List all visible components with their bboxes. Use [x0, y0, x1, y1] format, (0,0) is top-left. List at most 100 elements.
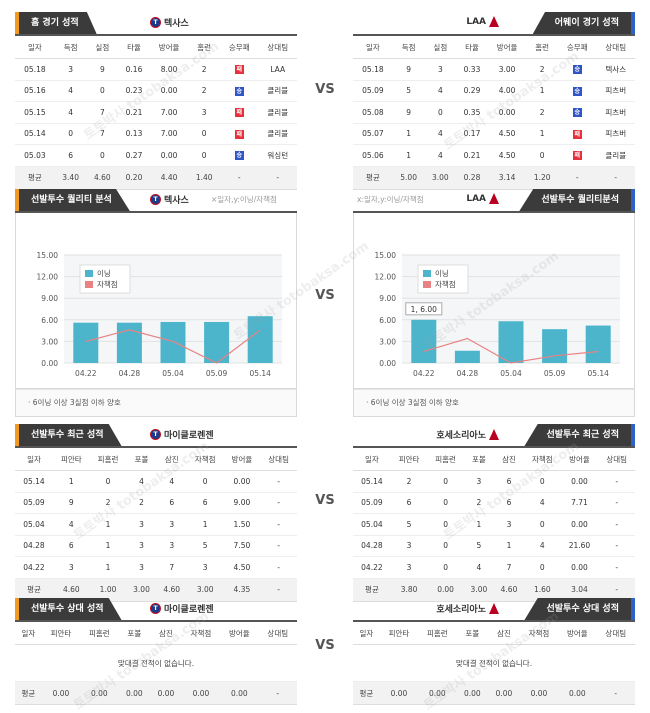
table-cell: 텍사스 — [596, 58, 635, 81]
table-cell: 8.00 — [149, 58, 189, 81]
table-cell: 3 — [126, 556, 157, 579]
table-cell: 4 — [156, 470, 187, 493]
legend-label: 이닝 — [97, 268, 111, 278]
table-cell: 1 — [463, 513, 494, 536]
away-pitcher-recent-panel: 호세소리아노 선발투수 최근 성적 일자 피안타 피홈런 포볼 삼진 자책점 방어율 상대팀 … — [353, 424, 635, 602]
table-cell: 0.17 — [456, 123, 488, 145]
table-cell: 3 — [188, 101, 221, 124]
legend-swatch — [85, 270, 93, 277]
average-row: 평균 0.00 0.00 0.00 0.00 0.00 0.00- — [353, 681, 635, 705]
table-cell: 7.00 — [149, 101, 189, 124]
column-header: 방어율 — [487, 36, 527, 59]
table-cell: 9 — [86, 58, 119, 81]
table-cell: 05.09 — [353, 492, 391, 514]
table-cell: 9 — [52, 492, 90, 514]
home-pitcher-name: T 마이클로렌젠 — [150, 428, 214, 441]
column-header: 방어율 — [223, 448, 261, 471]
away-pitcher-vs-title: 선발투수 상대 성적 — [524, 598, 635, 620]
table-cell: 1 — [89, 535, 127, 557]
average-cell: - — [260, 578, 297, 602]
table-cell: 6 — [493, 470, 525, 493]
table-cell: 0.00 — [487, 101, 527, 124]
table-cell: 05.18 — [353, 58, 393, 81]
y-tick-label: 9.00 — [379, 294, 396, 303]
average-cell: 0.00 — [118, 681, 151, 705]
column-header: 일자 — [353, 622, 380, 645]
home-pitcher-recent-table: 일자 피안타 피홈런 포볼 삼진 자책점 방어율 상대팀 05.14 1 0 4 4 0 0.00-05.… — [15, 448, 297, 602]
column-header: 득점 — [392, 36, 425, 59]
innings-bar — [160, 321, 186, 363]
table-cell: 5 — [392, 80, 425, 102]
table-cell: 05.15 — [15, 101, 55, 124]
table-row: 05.09 5 4 0.29 4.00 1 승 피츠버 — [353, 80, 635, 102]
tooltip-text: 1, 6.00 — [411, 305, 437, 314]
loss-badge: 패 — [234, 108, 244, 118]
tooltip-box — [405, 302, 443, 316]
table-row: 04.28 3 0 5 1 4 21.60- — [353, 535, 635, 557]
table-cell: 0.00 — [560, 556, 599, 579]
column-header: 삼진 — [488, 622, 520, 645]
chart-axis-hint: x:일자,y:이닝/자책점 — [357, 195, 424, 204]
average-cell: - — [596, 166, 635, 190]
table-cell: 0.21 — [456, 144, 488, 167]
table-cell: 2 — [188, 80, 221, 102]
innings-bar — [585, 325, 611, 363]
table-row: 05.14 1 0 4 4 0 0.00- — [15, 470, 297, 493]
home-pitcher-vs-header: 선발투수 상대 성적 T 마이클로렌젠 — [15, 598, 297, 622]
table-cell: - — [598, 513, 635, 536]
away-quality-team: LAA — [466, 193, 499, 204]
y-tick-label: 12.00 — [37, 273, 59, 282]
column-header: 홈런 — [526, 36, 559, 59]
table-cell: 7 — [156, 556, 187, 579]
table-cell: 5 — [186, 535, 224, 557]
table-cell: 3 — [424, 58, 457, 81]
table-row: 05.14 2 0 3 6 0 0.00- — [353, 470, 635, 493]
table-cell: 0 — [54, 123, 87, 145]
table-cell: 0 — [526, 144, 559, 167]
y-tick-label: 3.00 — [41, 337, 58, 346]
table-cell: 4 — [52, 513, 90, 536]
win-badge: 승 — [572, 108, 582, 118]
table-cell: 0.16 — [118, 58, 150, 81]
average-cell: 3.00 — [126, 578, 157, 602]
innings-bar — [454, 350, 480, 363]
legend-label: 자책점 — [97, 279, 118, 289]
chart-note: · 6이닝 이상 3실점 이하 양호 — [15, 389, 297, 417]
table-cell: 05.04 — [353, 513, 391, 536]
column-header: 타율 — [456, 36, 488, 59]
table-cell: 1 — [89, 556, 127, 579]
legend-box — [417, 264, 469, 294]
home-recent-header: 홈 경기 성적 T 텍사스 — [15, 12, 297, 36]
win-badge: 승 — [234, 151, 244, 161]
table-row: 05.06 1 4 0.21 4.50 0 패 클리블 — [353, 144, 635, 167]
table-cell: 4 — [54, 101, 87, 124]
loss-badge: 패 — [234, 65, 244, 75]
table-cell: 0.00 — [149, 144, 189, 167]
table-cell: 3 — [493, 513, 525, 536]
legend-swatch — [85, 281, 93, 288]
loss-badge: 패 — [234, 129, 244, 139]
x-tick-label: 04.22 — [413, 369, 435, 378]
home-pitcher-vs-panel: 선발투수 상대 성적 T 마이클로렌젠 일자 피안타 피홈런 포볼 삼진 자책점 방어율 상대… — [15, 598, 297, 705]
average-cell: - — [258, 681, 297, 705]
table-cell: 0 — [186, 470, 224, 493]
column-header: 득점 — [54, 36, 87, 59]
table-cell: - — [260, 513, 297, 536]
average-row: 평균 3.40 4.60 0.20 4.40 1.40- - — [15, 166, 297, 190]
table-cell: 05.09 — [353, 80, 393, 102]
table-cell: 05.14 — [15, 123, 55, 145]
column-header: 상대팀 — [258, 36, 297, 59]
column-header: 상대팀 — [596, 622, 635, 645]
home-quality-title: 선발투수 퀄리티 분석 — [15, 189, 130, 211]
table-cell: 7 — [86, 101, 119, 124]
loss-badge: 패 — [572, 129, 582, 139]
table-row: 04.28 6 1 3 3 5 7.50- — [15, 535, 297, 557]
table-row: 04.22 3 0 4 7 0 0.00- — [353, 556, 635, 579]
home-pitcher-vs-title: 선발투수 상대 성적 — [15, 598, 122, 620]
away-recent-table: 일자 득점 실점 타율 방어율 홈런 승무패 상대팀 05.18 9 3 0.33 3.00 2 승 텍사스… — [353, 36, 635, 190]
average-cell: 3.40 — [54, 166, 87, 190]
table-cell: - — [260, 470, 297, 493]
table-cell: 05.14 — [353, 470, 391, 493]
table-cell: 2 — [463, 492, 494, 514]
innings-bar — [411, 319, 437, 363]
